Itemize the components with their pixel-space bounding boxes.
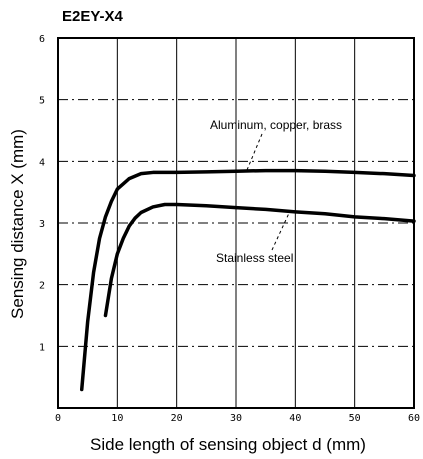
series-line-1 (103, 202, 416, 318)
y-tick-label: 2 (39, 281, 45, 292)
annotation-stainless-leader (271, 210, 291, 251)
x-tick-label: 40 (289, 413, 301, 424)
annotation-aluminum-leader (246, 133, 263, 171)
tick-labels: 0 10 20 30 40 50 60 1 2 3 4 5 6 (39, 34, 420, 424)
y-tick-label: 4 (39, 157, 45, 168)
chart-title: E2EY-X4 (62, 8, 124, 25)
y-tick-label: 5 (39, 96, 45, 107)
y-tick-label: 3 (39, 219, 45, 230)
x-tick-label: 0 (55, 413, 61, 424)
y-tick-label: 6 (39, 34, 45, 45)
series-line-0 (79, 168, 416, 392)
y-tick-label: 1 (39, 342, 45, 353)
x-tick-label: 10 (111, 413, 123, 424)
annotation-aluminum-copper-brass: Aluminum, copper, brass (210, 118, 342, 132)
grid (58, 38, 414, 408)
annotations: Aluminum, copper, brass Stainless steel (210, 118, 342, 265)
series (79, 168, 416, 392)
annotation-stainless-steel: Stainless steel (216, 251, 293, 265)
plot-frame (57, 37, 415, 409)
y-axis-label: Sensing distance X (mm) (8, 129, 27, 319)
x-tick-label: 20 (171, 413, 183, 424)
x-axis-label: Side length of sensing object d (mm) (90, 435, 366, 454)
x-tick-label: 50 (349, 413, 361, 424)
x-tick-label: 60 (408, 413, 420, 424)
x-tick-label: 30 (230, 413, 242, 424)
